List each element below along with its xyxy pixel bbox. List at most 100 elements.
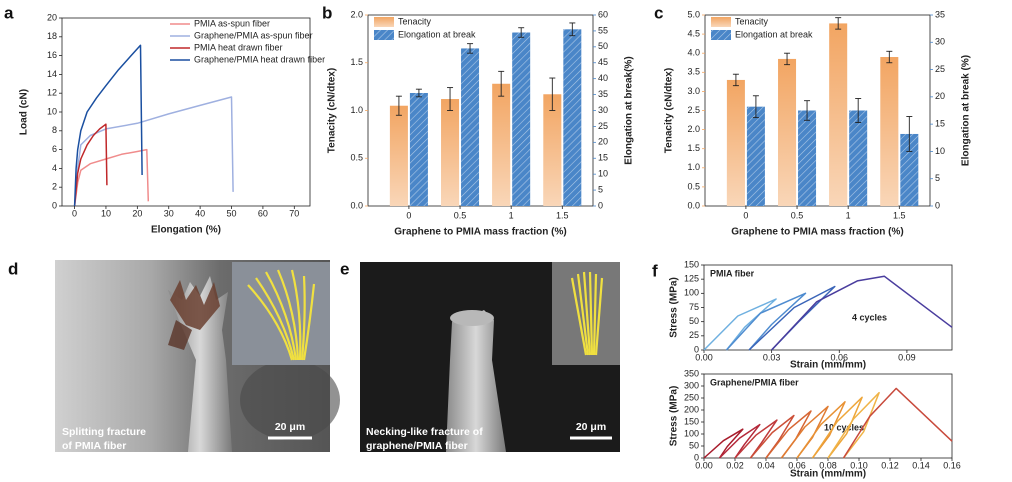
y-axis-title: Stress (MPa) [669,386,680,447]
y2-tick-label: 5 [598,184,603,194]
bar-texture [798,110,817,206]
legend-texture [374,30,394,40]
legend-label: PMIA heat drawn fiber [194,42,283,52]
y-tick-label: 5.0 [687,9,700,19]
y-tick-label: 12 [47,88,57,98]
bar-texture [726,79,745,206]
y-tick-label: 300 [684,380,699,390]
chart-title: Graphene/PMIA fiber [710,377,799,387]
y-tick-label: 150 [684,259,699,269]
x-tick-label: 0.09 [898,352,916,362]
y-tick-label: 3.0 [687,86,700,96]
legend-label: Elongation at break [398,29,476,39]
y2-tick-label: 60 [598,9,608,19]
x-tick-label: 0 [406,210,411,220]
annotation: 4 cycles [852,312,887,322]
y-tick-label: 0.5 [687,181,700,191]
bar-texture [461,48,480,206]
bar-texture [543,94,562,206]
y-tick-label: 0.5 [350,153,363,163]
panel-label: c [654,3,663,22]
y-tick-label: 50 [689,440,699,450]
x-tick-label: 1 [509,210,514,220]
bar-texture [409,92,428,206]
y-tick-label: 2.5 [687,105,700,115]
x-tick-label: 0.00 [695,352,713,362]
y2-tick-label: 15 [598,153,608,163]
y-tick-label: 4 [52,163,57,173]
panel-label: d [8,259,18,278]
legend-label: Graphene/PMIA heat drawn fiber [194,54,325,64]
x-tick-label: 0.06 [788,460,806,470]
bar-texture [512,32,531,207]
y-tick-label: 200 [684,404,699,414]
x-tick-label: 0.03 [763,352,781,362]
y-tick-label: 1.0 [687,162,700,172]
y-axis-title: Stress (MPa) [669,277,680,338]
x-tick-label: 1.5 [556,210,569,220]
x-tick-label: 1 [846,210,851,220]
y2-tick-label: 35 [935,9,945,19]
y-tick-label: 0.0 [350,200,363,210]
data-line [796,401,846,459]
y2-tick-label: 10 [935,146,945,156]
data-line [725,292,807,351]
y2-tick-label: 0 [935,200,940,210]
y-tick-label: 0.0 [687,200,700,210]
data-line [780,405,829,459]
x-tick-label: 0.08 [819,460,837,470]
y2-tick-label: 25 [935,64,945,74]
x-tick-label: 20 [132,208,142,218]
y-tick-label: 8 [52,125,57,135]
y-tick-label: 14 [47,69,57,79]
data-line [748,285,836,351]
scale-bar-label: 20 μm [275,421,305,433]
x-tick-label: 0.06 [831,352,849,362]
y2-tick-label: 0 [598,200,603,210]
legend-label: Tenacity [398,16,432,26]
y-tick-label: 0 [694,452,699,462]
panel-label: a [4,3,14,22]
y2-tick-label: 15 [935,119,945,129]
y-tick-label: 1.5 [350,57,363,67]
y2-tick-label: 55 [598,25,608,35]
x-tick-label: 40 [195,208,205,218]
y2-tick-label: 25 [598,121,608,131]
sem-image-d [55,260,340,452]
y-tick-label: 2.0 [350,9,363,19]
data-line [765,410,812,459]
data-line [718,423,761,459]
data-line [827,391,880,459]
bar-texture [900,133,919,206]
bar-texture [746,106,765,206]
x-tick-label: 0.16 [943,460,961,470]
y-axis-title: Load (cN) [19,89,30,135]
y2-tick-label: 45 [598,57,608,67]
x-tick-label: 0 [743,210,748,220]
bar-texture [829,23,848,207]
x-axis-title: Graphene to PMIA mass fraction (%) [394,227,566,238]
caption: Necking-like fracture of [366,426,483,438]
y-tick-label: 150 [684,416,699,426]
y2-tick-label: 50 [598,41,608,51]
bar-texture [389,105,408,206]
y2-tick-label: 20 [935,91,945,101]
legend-label: PMIA as-spun fiber [194,18,270,28]
y-tick-label: 10 [47,106,57,116]
y-axis-title: Tenacity (cN/dtex) [664,68,675,153]
annotation: 10 cycles [824,422,864,432]
x-tick-label: 0.12 [881,460,899,470]
y-tick-label: 4.5 [687,28,700,38]
legend-label: Elongation at break [735,29,813,39]
x-tick-label: 0.04 [757,460,775,470]
bar-texture [778,58,797,207]
y-tick-label: 20 [47,12,57,22]
y-tick-label: 2.0 [687,124,700,134]
sem-image-e [360,262,620,452]
x-tick-label: 0 [72,208,77,218]
caption: graphene/PMIA fiber [366,440,468,452]
legend-texture [711,17,731,27]
y2-tick-label: 5 [935,173,940,183]
y-tick-label: 25 [689,330,699,340]
